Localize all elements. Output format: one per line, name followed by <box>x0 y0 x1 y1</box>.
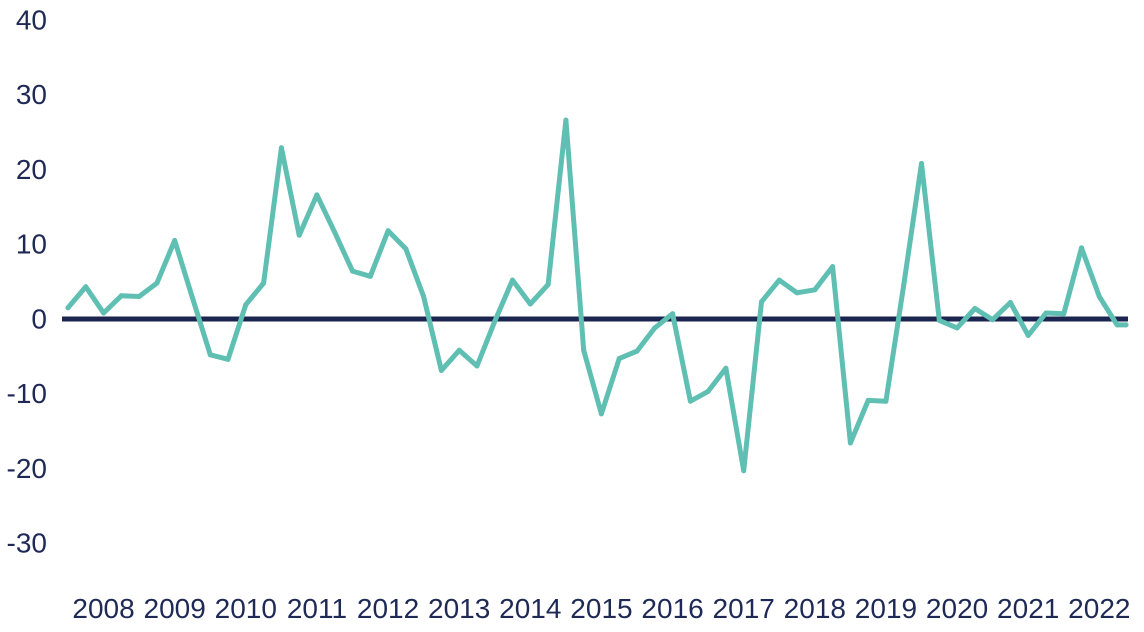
data-point <box>741 468 747 474</box>
data-point <box>1079 245 1084 251</box>
x-tick-label: 2020 <box>926 593 988 624</box>
x-tick-label: 2015 <box>570 593 632 624</box>
y-tick-label: 10 <box>16 229 47 260</box>
data-point <box>403 246 409 252</box>
x-tick-label: 2011 <box>287 593 347 624</box>
y-tick-label: 30 <box>16 79 47 110</box>
x-tick-label: 2019 <box>855 593 917 624</box>
data-point <box>883 398 889 404</box>
data-point <box>1043 310 1049 316</box>
data-point <box>261 280 267 286</box>
series-line <box>65 117 1129 474</box>
data-point <box>794 290 800 296</box>
data-point <box>367 273 373 279</box>
data-point <box>990 317 996 323</box>
data-point <box>527 301 533 307</box>
data-point <box>776 277 782 283</box>
data-point <box>438 368 444 373</box>
data-point <box>1007 300 1013 305</box>
y-tick-label: 20 <box>16 154 47 185</box>
y-tick-label: 0 <box>31 303 47 334</box>
data-point <box>954 325 960 331</box>
x-tick-label: 2012 <box>357 593 419 624</box>
data-point <box>1123 322 1129 328</box>
x-tick-label: 2017 <box>713 593 775 624</box>
data-point <box>865 397 871 403</box>
data-point <box>1061 311 1067 317</box>
data-point <box>598 411 604 417</box>
data-point <box>670 311 676 317</box>
data-point <box>492 318 498 324</box>
data-point <box>421 294 427 299</box>
data-point <box>919 161 924 166</box>
x-tick-label: 2016 <box>641 593 703 624</box>
data-point <box>225 356 231 362</box>
data-point <box>154 280 160 286</box>
data-point <box>118 293 124 299</box>
x-tick-label: 2018 <box>784 593 846 624</box>
data-point <box>687 398 693 404</box>
data-point <box>456 347 462 353</box>
data-point <box>972 306 978 311</box>
data-point <box>847 440 853 446</box>
data-point <box>190 295 195 301</box>
data-point <box>652 325 658 331</box>
data-point <box>581 347 587 353</box>
data-point <box>1025 332 1031 338</box>
x-tick-label: 2008 <box>72 593 134 624</box>
data-point <box>385 228 391 234</box>
data-point <box>65 305 71 311</box>
data-point <box>243 302 249 308</box>
data-point <box>83 284 89 290</box>
data-point <box>350 268 355 274</box>
data-point <box>759 299 764 305</box>
y-tick-label: 40 <box>16 5 47 36</box>
data-point <box>101 310 107 316</box>
series-data-points <box>65 117 1129 474</box>
data-point <box>207 352 213 358</box>
x-tick-label: 2009 <box>144 593 206 624</box>
data-point <box>332 229 338 235</box>
data-point <box>1096 294 1102 299</box>
data-point <box>723 365 729 371</box>
data-point <box>278 145 284 151</box>
x-tick-label: 2010 <box>215 593 277 624</box>
data-point <box>901 282 907 288</box>
data-point <box>812 287 818 293</box>
x-tick-label: 2013 <box>428 593 490 624</box>
data-point <box>830 264 836 270</box>
x-tick-label: 2021 <box>997 593 1059 624</box>
data-point <box>545 282 551 288</box>
data-point <box>563 117 569 123</box>
data-point <box>510 277 515 283</box>
y-tick-label: -10 <box>7 378 47 409</box>
data-point <box>616 356 622 362</box>
data-point <box>136 294 142 299</box>
data-point <box>474 363 480 369</box>
data-point <box>936 317 942 323</box>
data-point <box>172 238 178 243</box>
data-point <box>705 388 711 394</box>
data-point <box>634 348 640 354</box>
data-point <box>314 192 320 198</box>
x-tick-label: 2014 <box>499 593 561 624</box>
y-tick-label: -30 <box>7 528 47 559</box>
x-tick-label: 2022 <box>1068 593 1130 624</box>
data-point <box>296 232 302 238</box>
data-point <box>1114 322 1120 328</box>
x-axis-tick-labels: 2008 2009 2010 2011 2012 2013 2014 2015 2016 2017… <box>72 593 1130 624</box>
y-axis-tick-labels: 40 30 20 10 0 -10 -20 -30 <box>7 5 47 559</box>
y-tick-label: -20 <box>7 453 47 484</box>
